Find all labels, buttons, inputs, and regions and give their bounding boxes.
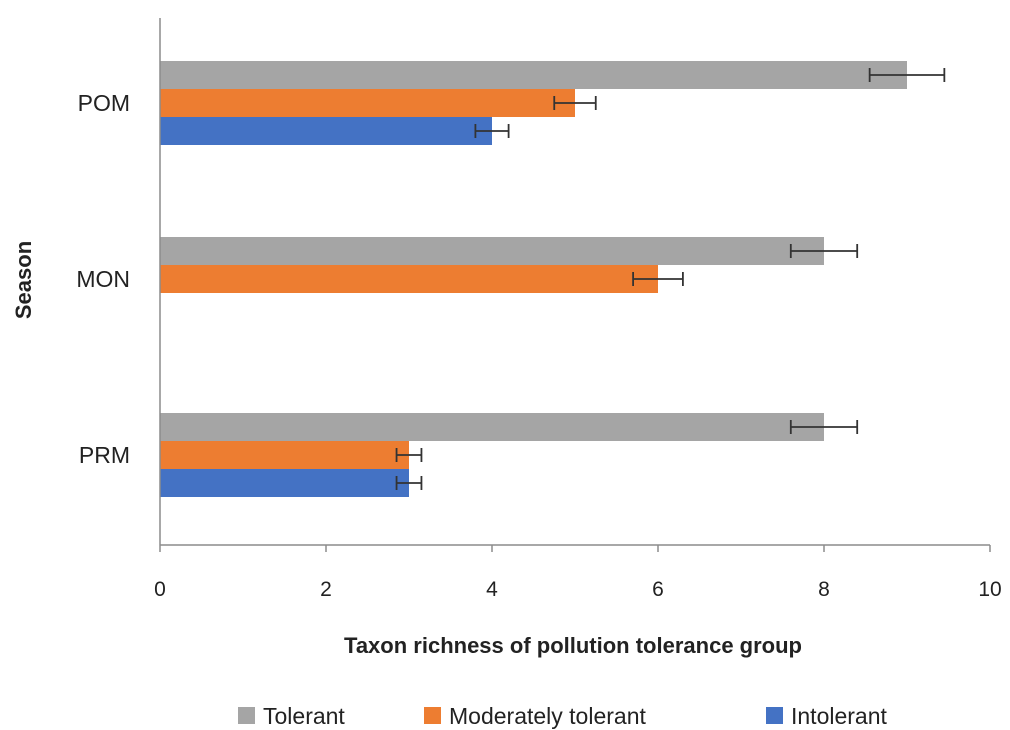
y-axis-title: Season	[11, 241, 36, 319]
bar-pom-moderately-tolerant	[160, 89, 575, 117]
legend-swatch	[766, 707, 783, 724]
error-bar-prm-moderately-tolerant	[395, 448, 423, 462]
bar-mon-tolerant	[160, 237, 824, 265]
category-labels-group: POM MON PRM	[76, 90, 130, 468]
x-tick-label: 6	[652, 578, 664, 601]
x-tick-label: 0	[154, 578, 166, 601]
x-axis-title: Taxon richness of pollution tolerance gr…	[344, 633, 802, 658]
bar-pom-intolerant	[160, 117, 492, 145]
error-bar-mon-moderately-tolerant	[632, 272, 684, 286]
x-tick-label: 10	[978, 578, 1001, 601]
bar-prm-tolerant	[160, 413, 824, 441]
bar-pom-tolerant	[160, 61, 907, 89]
legend-swatch	[238, 707, 255, 724]
bar-prm-moderately-tolerant	[160, 441, 409, 469]
legend-item-moderately-tolerant: Moderately tolerant	[424, 703, 646, 729]
legend-label: Intolerant	[791, 703, 888, 729]
x-tick-label: 4	[486, 578, 498, 601]
error-bar-pom-moderately-tolerant	[553, 96, 597, 110]
category-label-pom: POM	[78, 90, 130, 116]
category-label-prm: PRM	[79, 442, 130, 468]
error-bar-mon-tolerant	[789, 244, 859, 258]
x-tick-label: 2	[320, 578, 332, 601]
x-ticks-group: 0 2 4 6 8 10	[154, 545, 1002, 601]
bars-group	[160, 61, 907, 497]
bar-mon-moderately-tolerant	[160, 265, 658, 293]
error-bar-pom-intolerant	[474, 124, 510, 138]
error-bar-prm-intolerant	[395, 476, 423, 490]
legend-label: Tolerant	[263, 703, 345, 729]
error-bar-pom-tolerant	[868, 68, 946, 82]
legend-item-tolerant: Tolerant	[238, 703, 345, 729]
legend-swatch	[424, 707, 441, 724]
category-label-mon: MON	[76, 266, 130, 292]
error-bars-group	[395, 68, 946, 490]
legend-item-intolerant: Intolerant	[766, 703, 888, 729]
error-bar-prm-tolerant	[789, 420, 859, 434]
legend-label: Moderately tolerant	[449, 703, 646, 729]
legend: Tolerant Moderately tolerant Intolerant	[238, 703, 888, 729]
bar-prm-intolerant	[160, 469, 409, 497]
x-tick-label: 8	[818, 578, 830, 601]
